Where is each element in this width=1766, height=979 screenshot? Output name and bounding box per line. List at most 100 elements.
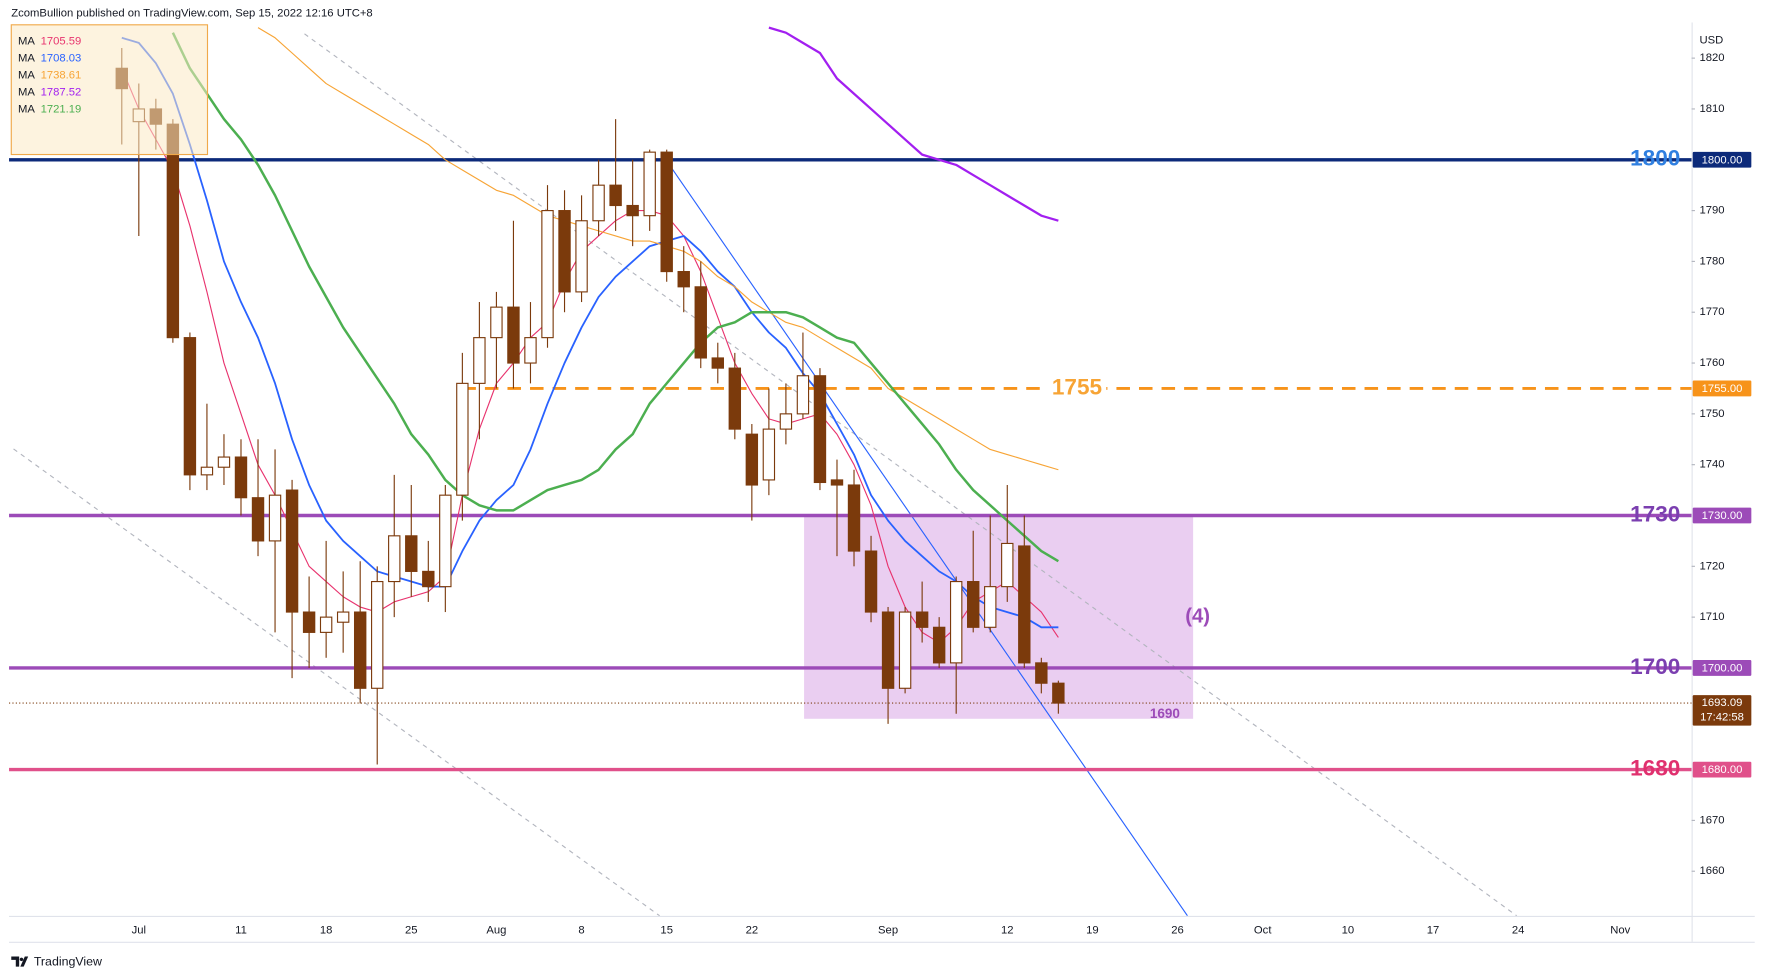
candle-body bbox=[1001, 542, 1014, 588]
y-tick-label: 1780 bbox=[1699, 255, 1724, 267]
candle-body bbox=[166, 123, 180, 339]
candle-body bbox=[660, 151, 673, 273]
candle-body bbox=[984, 586, 997, 628]
candle-body bbox=[234, 456, 248, 499]
candle-body bbox=[592, 184, 605, 222]
x-tick-label: 11 bbox=[235, 924, 247, 936]
axis-tag-label: 1755.00 bbox=[1702, 383, 1743, 395]
y-axis-unit: USD bbox=[1699, 35, 1723, 47]
candle-body bbox=[796, 375, 810, 415]
level-label: 1755 bbox=[1052, 374, 1102, 399]
level-label: 1700 bbox=[1630, 654, 1680, 679]
x-tick-label: 8 bbox=[578, 924, 584, 936]
candle-body bbox=[1052, 682, 1065, 704]
x-tick-label: 18 bbox=[320, 924, 333, 936]
candle-body bbox=[456, 382, 469, 496]
trend-line bbox=[662, 155, 1188, 916]
candle-body bbox=[541, 210, 554, 339]
x-tick-label: Oct bbox=[1254, 924, 1272, 936]
candle-body bbox=[745, 433, 759, 486]
legend-name: MA bbox=[18, 70, 35, 82]
legend-value: 1787.52 bbox=[41, 86, 82, 98]
y-tick-label: 1720 bbox=[1699, 560, 1724, 572]
candle-body bbox=[967, 580, 980, 628]
candle-body bbox=[728, 367, 742, 430]
candle-body bbox=[830, 479, 844, 486]
candle-body bbox=[1035, 662, 1048, 684]
candle-body bbox=[1018, 545, 1031, 664]
header: ZcomBullion published on TradingView.com… bbox=[11, 8, 372, 20]
trend-line bbox=[13, 448, 661, 916]
x-tick-label: 12 bbox=[1001, 924, 1014, 936]
candle-body bbox=[779, 413, 793, 430]
x-tick-label: Sep bbox=[878, 924, 898, 936]
axis-tag bbox=[1692, 380, 1752, 397]
candle-body bbox=[762, 428, 776, 481]
candle-body bbox=[200, 466, 214, 476]
candle-body bbox=[302, 611, 316, 633]
candle-body bbox=[371, 580, 384, 689]
legend-value: 1721.19 bbox=[41, 103, 82, 115]
candle-body bbox=[251, 497, 265, 542]
candle-body bbox=[898, 611, 912, 689]
y-tick-label: 1710 bbox=[1699, 611, 1724, 623]
legend-name: MA bbox=[18, 86, 35, 98]
y-tick-label: 1820 bbox=[1699, 52, 1724, 64]
candle-body bbox=[813, 375, 827, 484]
candle-body bbox=[285, 489, 299, 613]
price-tag-label: 1693.09 bbox=[1702, 697, 1743, 709]
y-tick-label: 1790 bbox=[1699, 205, 1724, 217]
candle-body bbox=[864, 550, 878, 613]
legend: MA 1705.59 MA 1708.03 MA 1738.61 MA 1787.52 MA 17… bbox=[10, 24, 209, 156]
candle-body bbox=[336, 611, 350, 623]
x-tick-label: 17 bbox=[1427, 924, 1440, 936]
candle-body bbox=[643, 151, 656, 217]
x-tick-label: 22 bbox=[746, 924, 759, 936]
brand: TradingView bbox=[34, 954, 102, 968]
candle-body bbox=[626, 204, 639, 217]
candle-body bbox=[881, 611, 895, 689]
y-tick-label: 1760 bbox=[1699, 357, 1724, 369]
logo: TradingView bbox=[11, 954, 102, 968]
y-tick-label: 1660 bbox=[1699, 865, 1724, 877]
candle-body bbox=[609, 184, 622, 207]
y-tick-label: 1740 bbox=[1699, 459, 1724, 471]
candle-body bbox=[847, 484, 861, 552]
level-label: 1680 bbox=[1630, 756, 1680, 781]
candle-body bbox=[422, 570, 435, 588]
y-tick-label: 1770 bbox=[1699, 306, 1724, 318]
price-countdown: 17:42:58 bbox=[1700, 712, 1744, 724]
axis-tag-label: 1680.00 bbox=[1702, 764, 1743, 776]
x-tick-label: Jul bbox=[132, 924, 146, 936]
legend-name: MA bbox=[18, 36, 35, 48]
y-tick-label: 1670 bbox=[1699, 814, 1724, 826]
legend-value: 1705.59 bbox=[41, 36, 82, 48]
candle-body bbox=[268, 494, 282, 542]
candle-body bbox=[694, 286, 707, 359]
candle-body bbox=[575, 220, 588, 293]
logo-icon bbox=[11, 956, 29, 967]
ma-line bbox=[121, 36, 1059, 629]
zone-label: (4) bbox=[1185, 605, 1210, 627]
y-tick-label: 1750 bbox=[1699, 408, 1724, 420]
plot-area: (4) 1690 1800 1755 1730 1700 1680 bbox=[9, 26, 1692, 916]
candle-body bbox=[915, 611, 929, 628]
ma-line bbox=[257, 27, 1059, 471]
candle-body bbox=[388, 535, 401, 583]
price-tag bbox=[1692, 695, 1752, 726]
ma-line bbox=[768, 26, 1059, 222]
candle-body bbox=[353, 611, 367, 689]
axis-tag bbox=[1692, 151, 1752, 168]
candle-body bbox=[949, 580, 963, 664]
legend-name: MA bbox=[18, 103, 35, 115]
zone-bottom-label: 1690 bbox=[1150, 706, 1180, 721]
candle-body bbox=[677, 271, 690, 288]
axis-tag bbox=[1692, 660, 1752, 676]
y-tick-label: 1810 bbox=[1699, 103, 1724, 115]
legend-box bbox=[10, 24, 209, 156]
candle-body bbox=[405, 535, 418, 572]
axis-tag-label: 1800.00 bbox=[1702, 154, 1743, 166]
candle-body bbox=[507, 306, 520, 364]
axis-tag bbox=[1692, 761, 1752, 778]
